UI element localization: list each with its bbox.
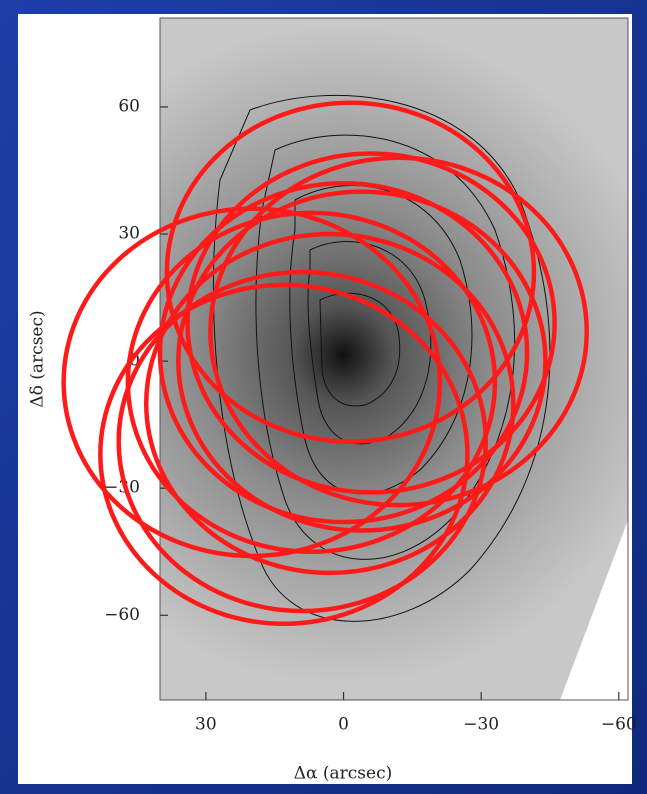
x-tick-label: 30: [195, 715, 217, 735]
y-tick-label: −60: [104, 605, 140, 625]
x-tick-label: 0: [338, 715, 349, 735]
y-tick-label: 60: [118, 96, 140, 116]
x-tick-label: −60: [601, 715, 637, 735]
y-axis-label: Δδ (arcsec): [28, 310, 48, 407]
x-axis-label: Δα (arcsec): [294, 764, 393, 784]
y-tick-label: 30: [118, 224, 140, 244]
slide: Δα (arcsec) Δδ (arcsec) 300−30−6060300−3…: [0, 0, 647, 794]
x-tick-label: −30: [463, 715, 499, 735]
page: {"chart_data": { "type": "scatter", "x_l…: [0, 0, 647, 794]
